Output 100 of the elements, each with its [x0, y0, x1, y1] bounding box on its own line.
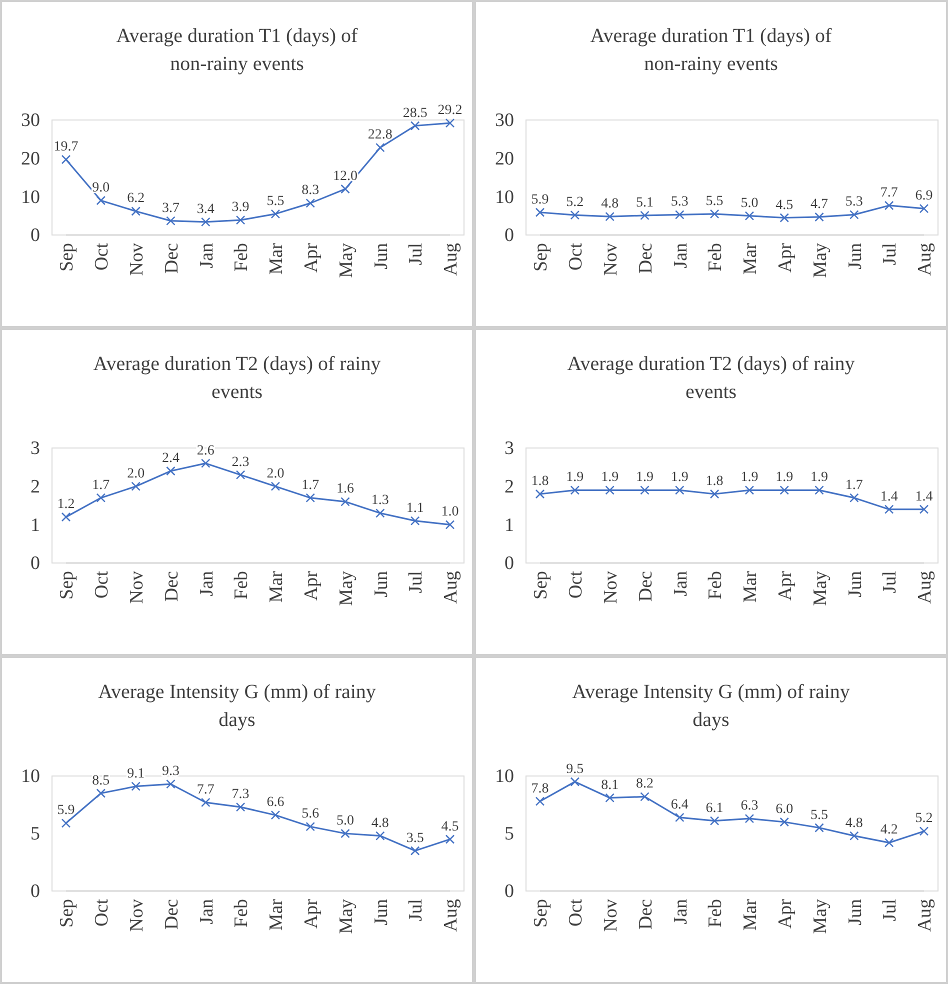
- chart-title: Average Intensity G (mm) of rainy days: [98, 681, 376, 731]
- point: [814, 823, 824, 832]
- data-label: 1.9: [776, 470, 794, 486]
- data-label: 8.3: [302, 183, 320, 198]
- x-tick-label: Oct: [566, 898, 587, 926]
- point: [200, 217, 210, 227]
- point: [710, 816, 720, 826]
- point: [919, 504, 929, 514]
- data-label: 1.0: [441, 504, 459, 520]
- point: [640, 792, 650, 802]
- data-label: 6.3: [740, 798, 758, 814]
- data-label: 4.5: [776, 198, 794, 213]
- data-label: 9.5: [566, 762, 584, 777]
- data-label: 5.2: [915, 811, 933, 826]
- point: [605, 793, 614, 802]
- x-tick-label: Jan: [670, 570, 692, 596]
- data-label: 4.8: [845, 816, 863, 831]
- x-tick-label: Dec: [635, 571, 656, 602]
- point: [570, 777, 580, 786]
- x-tick-label: Aug: [440, 898, 462, 932]
- point: [919, 826, 929, 836]
- y-tick-label: 10: [21, 766, 40, 788]
- data-label: 5.3: [845, 194, 863, 210]
- data-label: 28.5: [402, 106, 428, 121]
- data-label: 5.9: [531, 192, 549, 208]
- data-label: 8.5: [92, 773, 110, 788]
- x-tick-label: Apr: [301, 898, 322, 929]
- point: [605, 212, 614, 222]
- data-label: 1.2: [57, 497, 75, 512]
- point: [236, 802, 246, 812]
- y-tick-label: 5: [504, 824, 514, 845]
- point: [166, 466, 176, 476]
- y-tick-label: 0: [504, 225, 514, 246]
- x-tick-label: Jul: [880, 571, 901, 594]
- x-tick-label: May: [336, 898, 357, 934]
- x-tick-label: Jul: [406, 899, 427, 922]
- point: [340, 184, 350, 194]
- point: [535, 796, 545, 806]
- data-label: 9.3: [162, 764, 180, 780]
- point: [674, 486, 684, 495]
- x-tick-label: Dec: [161, 243, 182, 274]
- x-tick-label: May: [810, 242, 831, 278]
- y-tick-label: 30: [21, 110, 40, 132]
- x-tick-label: Sep: [56, 899, 78, 928]
- point: [744, 486, 754, 495]
- point: [884, 838, 894, 848]
- data-label: 1.9: [740, 470, 758, 486]
- data-label: 2.4: [162, 451, 180, 466]
- x-tick-label: Jan: [196, 242, 218, 268]
- x-tick-label: Jun: [844, 570, 866, 598]
- data-label: 5.3: [670, 194, 688, 210]
- point: [780, 817, 790, 827]
- y-tick-label: 3: [30, 438, 40, 460]
- point: [61, 154, 71, 164]
- data-label: 1.7: [92, 478, 110, 493]
- y-tick-label: 30: [495, 110, 514, 132]
- x-tick-label: Oct: [566, 570, 587, 598]
- point: [884, 200, 894, 210]
- y-tick-label: 10: [21, 186, 40, 208]
- point: [270, 209, 280, 219]
- x-tick-label: Jan: [196, 898, 218, 924]
- point: [270, 810, 280, 820]
- chart-title: Average duration T2 (days) of rainy events: [93, 353, 381, 403]
- data-label: 1.3: [371, 493, 389, 508]
- x-tick-label: Dec: [635, 899, 656, 930]
- x-tick-label: Feb: [705, 243, 726, 272]
- data-label: 5.9: [57, 803, 75, 818]
- data-label: 7.8: [531, 781, 549, 796]
- data-label: 3.7: [162, 200, 180, 216]
- point: [850, 493, 859, 502]
- chart-title: Average duration T1 (days) of non-rainy events: [116, 25, 358, 75]
- x-tick-label: Sep: [56, 571, 78, 600]
- point: [570, 486, 580, 495]
- x-tick-label: Feb: [705, 899, 726, 928]
- point: [674, 812, 684, 822]
- point: [376, 508, 385, 518]
- x-tick-label: Dec: [161, 571, 182, 602]
- chart-title: Average duration T1 (days) of non-rainy events: [590, 25, 832, 75]
- point: [814, 212, 824, 222]
- data-label: 6.1: [706, 800, 724, 816]
- point: [710, 489, 720, 499]
- x-tick-label: Feb: [231, 899, 252, 928]
- data-label: 6.6: [266, 795, 284, 810]
- point: [270, 482, 280, 491]
- x-tick-label: May: [810, 570, 831, 606]
- point: [166, 779, 176, 789]
- data-label: 1.1: [406, 500, 424, 516]
- x-tick-label: Apr: [775, 570, 796, 601]
- y-tick-label: 2: [30, 476, 40, 498]
- x-tick-label: Apr: [301, 570, 322, 601]
- data-label: 3.4: [196, 202, 214, 217]
- point: [535, 489, 545, 499]
- x-tick-label: Jan: [670, 242, 692, 268]
- x-tick-label: Oct: [92, 570, 113, 598]
- data-label: 2.0: [127, 466, 145, 482]
- data-label: 29.2: [438, 103, 462, 118]
- x-tick-label: Aug: [914, 898, 936, 932]
- x-tick-label: May: [336, 570, 357, 606]
- x-tick-label: Aug: [914, 570, 936, 604]
- x-tick-label: Jan: [196, 570, 218, 596]
